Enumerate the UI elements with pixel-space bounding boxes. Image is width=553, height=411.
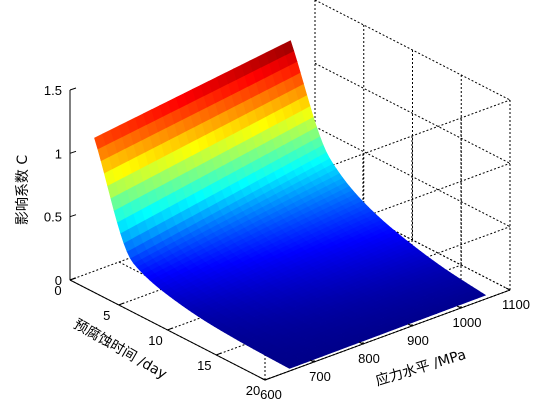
z-tick-label: 0.5 — [44, 210, 62, 225]
axes-frame — [69, 87, 511, 381]
z-axis-label: 影响系数 C — [15, 155, 31, 225]
y-tick-mark — [118, 302, 124, 306]
x-tick-mark — [407, 323, 413, 327]
y-tick-mark — [69, 277, 76, 281]
x-tick-label: 1000 — [453, 315, 482, 330]
x-tick-label: 600 — [260, 387, 282, 402]
grid-line — [264, 226, 511, 318]
surface-patch — [281, 40, 295, 56]
z-tick-label: 0 — [55, 273, 62, 288]
x-axis-line — [264, 289, 511, 381]
z-tick-mark — [69, 150, 77, 154]
y-tick-label: 15 — [197, 358, 211, 373]
grid-line — [264, 162, 511, 254]
x-tick-label: 1100 — [502, 297, 530, 312]
z-tick-mark — [69, 87, 77, 91]
y-tick-mark — [167, 327, 173, 331]
z-tick-label: 1.5 — [44, 83, 62, 98]
x-tick-mark — [505, 287, 511, 291]
z-tick-mark — [69, 214, 77, 218]
y-tick-label: 10 — [148, 333, 162, 348]
x-tick-mark — [358, 341, 364, 345]
y-tick-mark — [216, 352, 222, 356]
x-tick-mark — [456, 305, 462, 309]
grid-line — [314, 0, 511, 101]
y-axis-label: 预腐蚀时间 /day — [71, 316, 170, 383]
grid-line — [314, 126, 511, 228]
y-tick-mark — [264, 377, 271, 381]
surface-plot — [94, 40, 487, 369]
x-tick-label: 900 — [407, 333, 429, 348]
y-tick-label: 5 — [103, 308, 110, 323]
grid-line — [264, 99, 511, 191]
grid-line — [314, 62, 511, 164]
x-tick-label: 800 — [358, 351, 380, 366]
x-tick-mark — [309, 359, 315, 363]
y-tick-label: 0 — [54, 283, 61, 298]
x-axis-label: 应力水平 /MPa — [373, 346, 468, 390]
z-tick-label: 1 — [55, 146, 62, 161]
x-tick-label: 700 — [309, 369, 331, 384]
tick-labels: 0 0.5 1 1.5 0 5 10 15 20 600 700 800 900 1000 1100 — [44, 83, 530, 402]
y-tick-label: 20 — [246, 383, 260, 398]
x-tick-mark — [260, 377, 266, 381]
